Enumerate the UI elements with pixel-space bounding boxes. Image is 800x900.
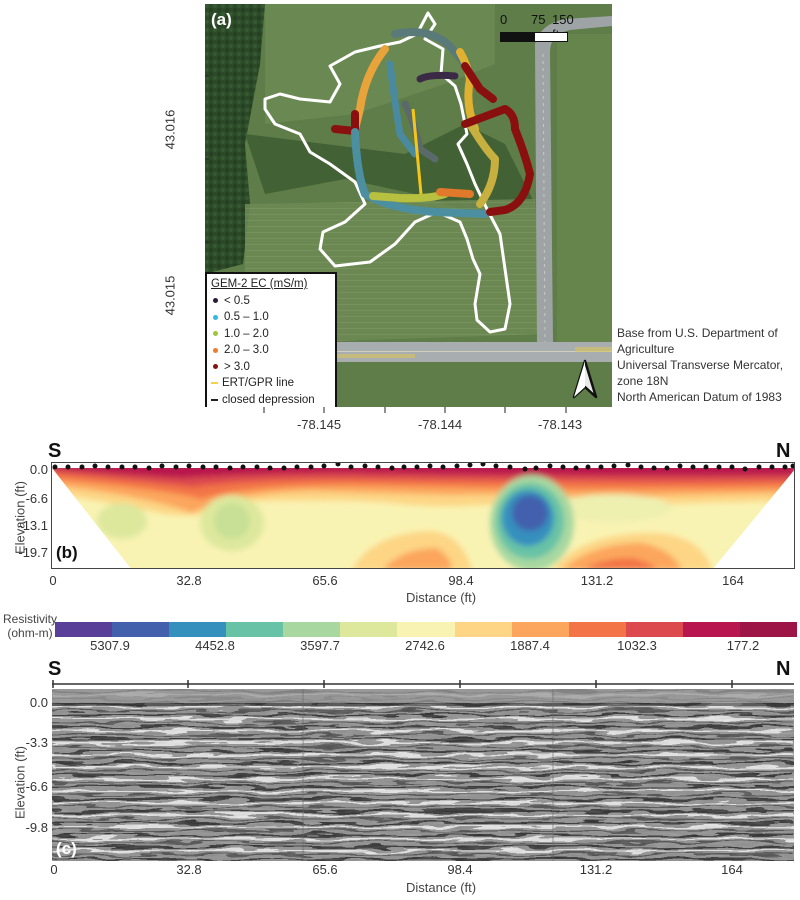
map-x-axis [263, 407, 567, 413]
legend-item: > 3.0 [211, 359, 331, 376]
gpr-xtick: 164 [721, 862, 743, 877]
ert-ylabel: Elevation (ft) [12, 481, 28, 554]
satellite-map [205, 4, 612, 407]
gpr-ytick: -9.8 [25, 820, 48, 835]
ert-south-label: S [48, 440, 62, 462]
colorbar-label: Resistivity (ohm-m) [3, 612, 58, 640]
map-xtick: -78.144 [417, 417, 463, 432]
map-xtick: -78.145 [296, 417, 342, 432]
gpr-xtick: 65.6 [312, 862, 338, 877]
colorbar-tick: 1032.3 [617, 638, 657, 653]
panel-a-label: (a) [211, 10, 232, 29]
gpr-radargram: (c) [52, 689, 794, 861]
ert-xtick: 65.6 [312, 573, 338, 588]
legend-title: GEM-2 EC (mS/m) [211, 278, 308, 290]
colorbar-tick: 1887.4 [510, 638, 550, 653]
resistivity-colorbar [55, 622, 798, 637]
ert-xlabel: Distance (ft) [406, 590, 477, 605]
ert-xtick: 164 [722, 573, 744, 588]
ert-xtick: 98.4 [448, 573, 474, 588]
colorbar-tick: 4452.8 [195, 638, 235, 653]
legend-item: 2.0 – 3.0 [211, 342, 331, 359]
gpr-ytick: -3.3 [25, 735, 48, 750]
colorbar-tick: 177.2 [726, 638, 760, 653]
scale-label-0: 0 [500, 12, 508, 27]
ert-section: (b) [51, 462, 795, 569]
panel-c-label: (c) [56, 839, 77, 858]
map-credit: Base from U.S. Department of Agriculture… [617, 326, 784, 404]
panel-b-label: (b) [56, 543, 78, 562]
gpr-top-axis [52, 680, 794, 688]
legend-item: < 0.5 [211, 293, 331, 310]
colorbar-tick: 3597.7 [300, 638, 340, 653]
ert-ytick: -19.7 [18, 545, 48, 560]
legend-item: 1.0 – 2.0 [211, 326, 331, 343]
gpr-xtick: 32.8 [176, 862, 202, 877]
gpr-xtick: 0 [50, 862, 58, 877]
legend-item: 0.5 – 1.0 [211, 309, 331, 326]
ert-ytick: 0.0 [29, 462, 48, 477]
map-legend: GEM-2 EC (mS/m) < 0.5 0.5 – 1.0 1.0 – 2.… [205, 272, 337, 407]
gpr-ytick: 0.0 [29, 695, 48, 710]
gpr-xlabel: Distance (ft) [406, 880, 477, 895]
ert-xtick: 32.8 [176, 573, 202, 588]
map-ytick-43015: 43.015 [162, 275, 178, 316]
map-panel: (a) 0 75 150 ft GEM-2 EC (mS/m) < 0.5 0.… [205, 4, 612, 407]
legend-item: closed depression [211, 392, 331, 408]
gpr-radargram-plot [52, 689, 794, 861]
gpr-xtick: 131.2 [579, 862, 613, 877]
ert-ytick: -6.6 [25, 491, 48, 506]
gpr-south-label: S [48, 658, 62, 680]
ert-xtick: 131.2 [580, 573, 614, 588]
colorbar-tick: 5307.9 [90, 638, 130, 653]
gpr-north-label: N [776, 658, 791, 680]
ert-ytick: -13.1 [18, 518, 48, 533]
legend-item: ERT/GPR line [211, 375, 331, 392]
ert-xtick: 0 [49, 573, 57, 588]
ert-north-label: N [776, 440, 791, 462]
scale-label-75: 75 [531, 12, 546, 27]
ert-resistivity-plot [52, 463, 794, 568]
gpr-ylabel: Elevation (ft) [12, 746, 28, 819]
gpr-ytick: -6.6 [25, 779, 48, 794]
electrode-markers [52, 463, 794, 472]
scale-bar: 0 75 150 ft [500, 12, 575, 46]
map-xtick: -78.143 [537, 417, 583, 432]
map-ytick-43016: 43.016 [162, 109, 178, 150]
gpr-xtick: 98.4 [447, 862, 473, 877]
colorbar-tick: 2742.6 [405, 638, 445, 653]
north-arrow-icon [572, 359, 598, 399]
